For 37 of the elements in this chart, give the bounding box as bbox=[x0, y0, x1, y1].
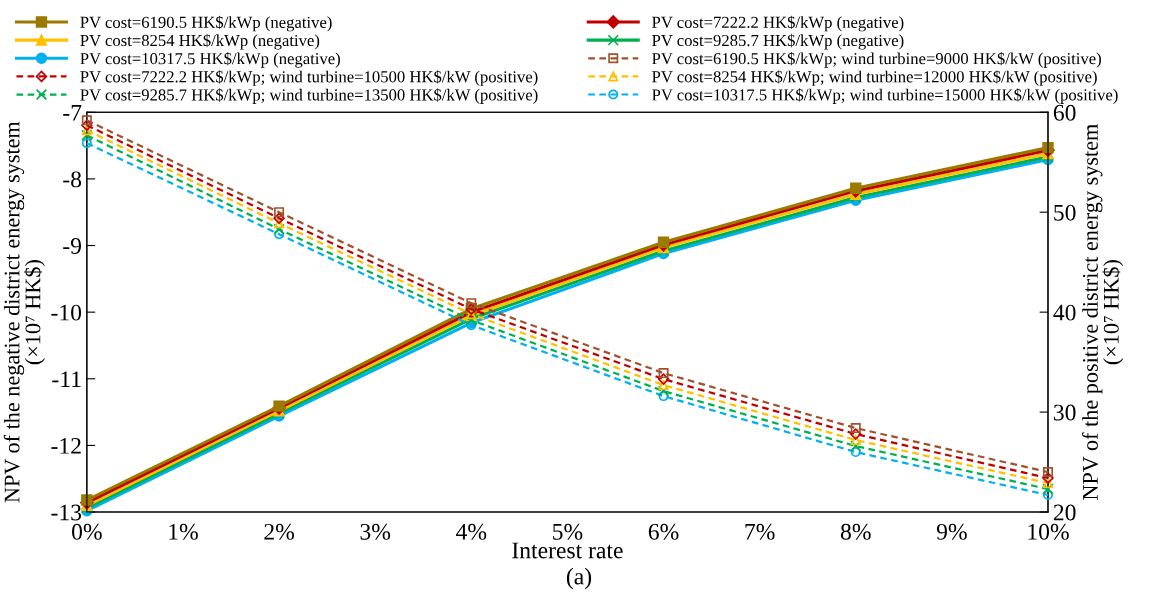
x-tick-label: 0% bbox=[72, 523, 102, 540]
legend-label: PV cost=6190.5 HK$/kWp (negative) bbox=[80, 15, 332, 32]
y2-tick-label: 20 bbox=[1053, 504, 1076, 521]
y-axis-title: NPV of the negative district energy system (×10⁷ HK$) bbox=[3, 121, 45, 503]
x-tick-label: 10% bbox=[1028, 523, 1069, 540]
y2-tick-label: 30 bbox=[1053, 404, 1076, 421]
y-tick-label: -13 bbox=[51, 504, 82, 521]
y-tick-label: -9 bbox=[63, 238, 82, 254]
x-tick-label: 3% bbox=[360, 523, 391, 540]
y2-tick-label: 40 bbox=[1053, 304, 1076, 321]
x-axis-title: Interest rate bbox=[512, 542, 623, 559]
legend-label: PV cost=7222.2 HK$/kWp; wind turbine=10500 HK$/kW (positive) bbox=[80, 70, 538, 86]
y-tick-label: -11 bbox=[52, 371, 81, 387]
x-tick-label: 1% bbox=[169, 523, 198, 540]
legend-label: PV cost=8254 HK$/kWp; wind turbine=12000 HK$/kW (positive) bbox=[652, 70, 1097, 86]
y2-tick-label: 60 bbox=[1053, 104, 1076, 121]
legend-label: PV cost=6190.5 HK$/kWp; wind turbine=9000 HK$/kW (positive) bbox=[652, 52, 1101, 68]
y-tick-label: -8 bbox=[63, 171, 82, 188]
y2-tick-label: 50 bbox=[1054, 204, 1076, 221]
y-tick-label: -12 bbox=[51, 437, 81, 454]
x-tick-label: 9% bbox=[936, 523, 967, 540]
x-tick-label: 2% bbox=[264, 523, 295, 540]
legend-label: PV cost=9285.7 HK$/kWp (negative) bbox=[652, 33, 904, 50]
y2-axis-title: NPV of the positive district energy system (×10⁷ HK$) bbox=[1082, 124, 1124, 500]
y-tick-label: -7 bbox=[63, 105, 82, 121]
x-tick-label: 7% bbox=[745, 523, 775, 540]
legend-label: PV cost=7222.2 HK$/kWp (negative) bbox=[652, 15, 904, 32]
legend-label: PV cost=10317.5 HK$/kWp (negative) bbox=[80, 52, 340, 68]
y-tick-label: -10 bbox=[51, 304, 82, 321]
x-tick-label: 4% bbox=[456, 523, 487, 540]
x-tick-label: 6% bbox=[648, 523, 679, 540]
text: (a) bbox=[566, 567, 592, 590]
legend-label: PV cost=9285.7 HK$/kWp; wind turbine=13500 HK$/kW (positive) bbox=[80, 88, 538, 104]
legend-label: PV cost=8254 HK$/kWp (negative) bbox=[80, 33, 320, 50]
legend-label: PV cost=10317.5 HK$/kWp; wind turbine=15000 HK$/kW (positive) bbox=[652, 88, 1118, 104]
x-tick-label: 5% bbox=[553, 523, 583, 540]
x-tick-label: 8% bbox=[840, 523, 871, 540]
